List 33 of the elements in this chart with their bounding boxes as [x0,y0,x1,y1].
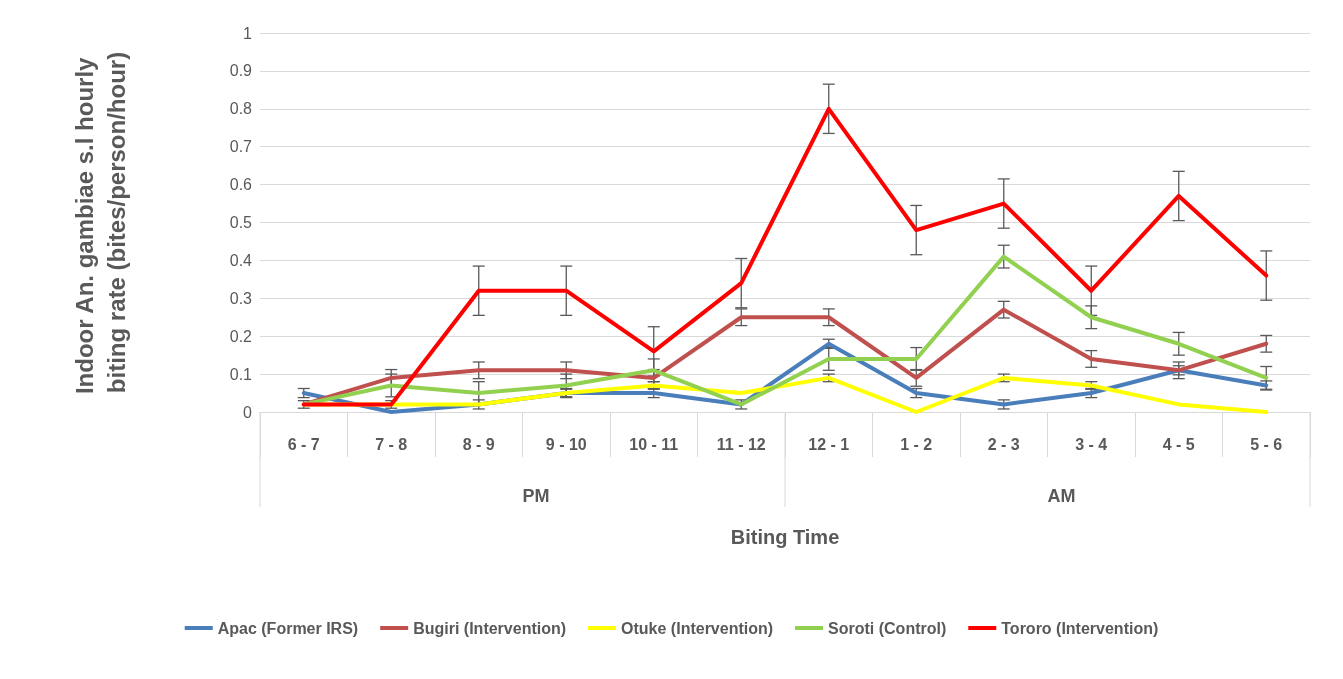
y-tick-label: 0.7 [229,138,253,156]
legend-label: Soroti (Control) [828,619,947,637]
text: PM [522,486,550,506]
x-tick-label: 5 - 6 [1250,435,1283,453]
y-tick-label: 0.9 [229,62,253,80]
y-tick-label: 0.6 [229,176,253,194]
x-tick-label: 7 - 8 [375,435,408,453]
legend-label: Apac (Former IRS) [217,619,359,637]
legend-label: Otuke (Intervention) [621,619,774,637]
y-tick-label: 0.4 [229,251,253,269]
y-tick-label: 0.8 [229,100,253,118]
x-tick-label: 12 - 1 [808,435,850,453]
legend-label: Tororo (Intervention) [1001,619,1159,637]
x-tick-label: 8 - 9 [462,435,495,453]
y-tick-label: 0 [243,403,253,421]
x-tick-label: 9 - 10 [545,435,587,453]
line-series [301,106,1269,407]
x-tick-label: 3 - 4 [1075,435,1108,453]
y-axis-title: Indoor An. gambiae s.l hourly biting rate (bites/person/hour) [70,50,130,395]
y-tick-label: 0.3 [229,289,253,307]
x-tick-label: 6 - 7 [287,435,320,453]
x-tick-label: 11 - 12 [716,435,766,453]
x-tick-label: 1 - 2 [900,435,933,453]
y-tick-label: 0.1 [229,365,253,383]
x-tick-label: 4 - 5 [1162,435,1195,453]
x-tick-label: 10 - 11 [629,435,679,453]
x-axis-title: Biting Time [730,526,840,548]
text: AM [1047,486,1076,506]
y-tick-label: 0.5 [229,214,253,231]
legend-label: Bugiri (Intervention) [413,619,567,637]
x-tick-label: 2 - 3 [987,435,1020,453]
y-tick-label: 0.2 [229,327,253,345]
y-tick-label: 1 [243,24,253,42]
